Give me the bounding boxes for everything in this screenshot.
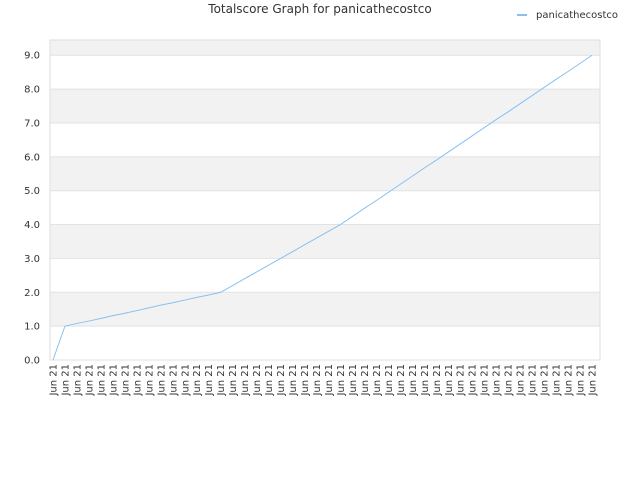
x-tick-label: Jun 21: [108, 364, 119, 397]
chart-title: Totalscore Graph for panicathecostco: [207, 2, 431, 16]
x-tick-label: Jun 21: [252, 364, 263, 397]
x-tick-label: Jun 21: [264, 364, 275, 397]
x-tick-label: Jun 21: [144, 364, 155, 397]
y-tick-label: 1.0: [24, 322, 40, 333]
x-tick-label: Jun 21: [504, 364, 515, 397]
x-tick-label: Jun 21: [588, 364, 599, 397]
x-tick-label: Jun 21: [72, 364, 83, 397]
x-tick-label: Jun 21: [420, 364, 431, 397]
legend-label: panicathecostco: [536, 10, 618, 21]
y-tick-label: 6.0: [24, 152, 40, 163]
x-tick-label: Jun 21: [120, 364, 131, 397]
grid-band: [50, 224, 600, 259]
x-tick-label: Jun 21: [528, 364, 539, 397]
x-tick-label: Jun 21: [576, 364, 587, 397]
x-tick-label: Jun 21: [84, 364, 95, 397]
x-tick-label: Jun 21: [372, 364, 383, 397]
grid-band: [50, 40, 600, 56]
x-tick-label: Jun 21: [516, 364, 527, 397]
x-tick-label: Jun 21: [540, 364, 551, 397]
x-tick-label: Jun 21: [192, 364, 203, 397]
x-tick-label: Jun 21: [492, 364, 503, 397]
x-tick-label: Jun 21: [96, 364, 107, 397]
grid-band: [50, 89, 600, 123]
y-tick-label: 3.0: [24, 254, 40, 265]
x-tick-label: Jun 21: [444, 364, 455, 397]
x-tick-label: Jun 21: [60, 364, 71, 397]
x-tick-label: Jun 21: [204, 364, 215, 397]
x-tick-label: Jun 21: [396, 364, 407, 397]
grid-band: [50, 156, 600, 191]
x-tick-label: Jun 21: [456, 364, 467, 397]
x-tick-label: Jun 21: [49, 364, 60, 397]
x-tick-label: Jun 21: [408, 364, 419, 397]
x-tick-label: Jun 21: [480, 364, 491, 397]
x-tick-label: Jun 21: [180, 364, 191, 397]
y-tick-label: 0.0: [24, 356, 40, 367]
x-tick-label: Jun 21: [324, 364, 335, 397]
series-line: [52, 54, 593, 361]
x-tick-label: Jun 21: [228, 364, 239, 397]
y-tick-label: 2.0: [24, 288, 40, 299]
x-tick-label: Jun 21: [348, 364, 359, 397]
y-tick-label: 9.0: [24, 51, 40, 62]
x-tick-label: Jun 21: [312, 364, 323, 397]
x-tick-label: Jun 21: [360, 364, 371, 397]
x-tick-label: Jun 21: [552, 364, 563, 397]
x-tick-label: Jun 21: [468, 364, 479, 397]
x-tick-label: Jun 21: [240, 364, 251, 397]
x-tick-label: Jun 21: [276, 364, 287, 397]
x-tick-label: Jun 21: [384, 364, 395, 397]
y-tick-label: 5.0: [24, 186, 40, 197]
grid-band: [50, 292, 600, 327]
x-tick-label: Jun 21: [564, 364, 575, 397]
x-tick-label: Jun 21: [156, 364, 167, 397]
y-tick-label: 8.0: [24, 85, 40, 96]
x-tick-label: Jun 21: [168, 364, 179, 397]
x-tick-label: Jun 21: [288, 364, 299, 397]
x-tick-label: Jun 21: [132, 364, 143, 397]
x-tick-label: Jun 21: [300, 364, 311, 397]
y-tick-label: 7.0: [24, 118, 40, 129]
x-tick-label: Jun 21: [216, 364, 227, 397]
y-tick-label: 4.0: [24, 220, 40, 231]
x-tick-label: Jun 21: [336, 364, 347, 397]
x-tick-label: Jun 21: [432, 364, 443, 397]
